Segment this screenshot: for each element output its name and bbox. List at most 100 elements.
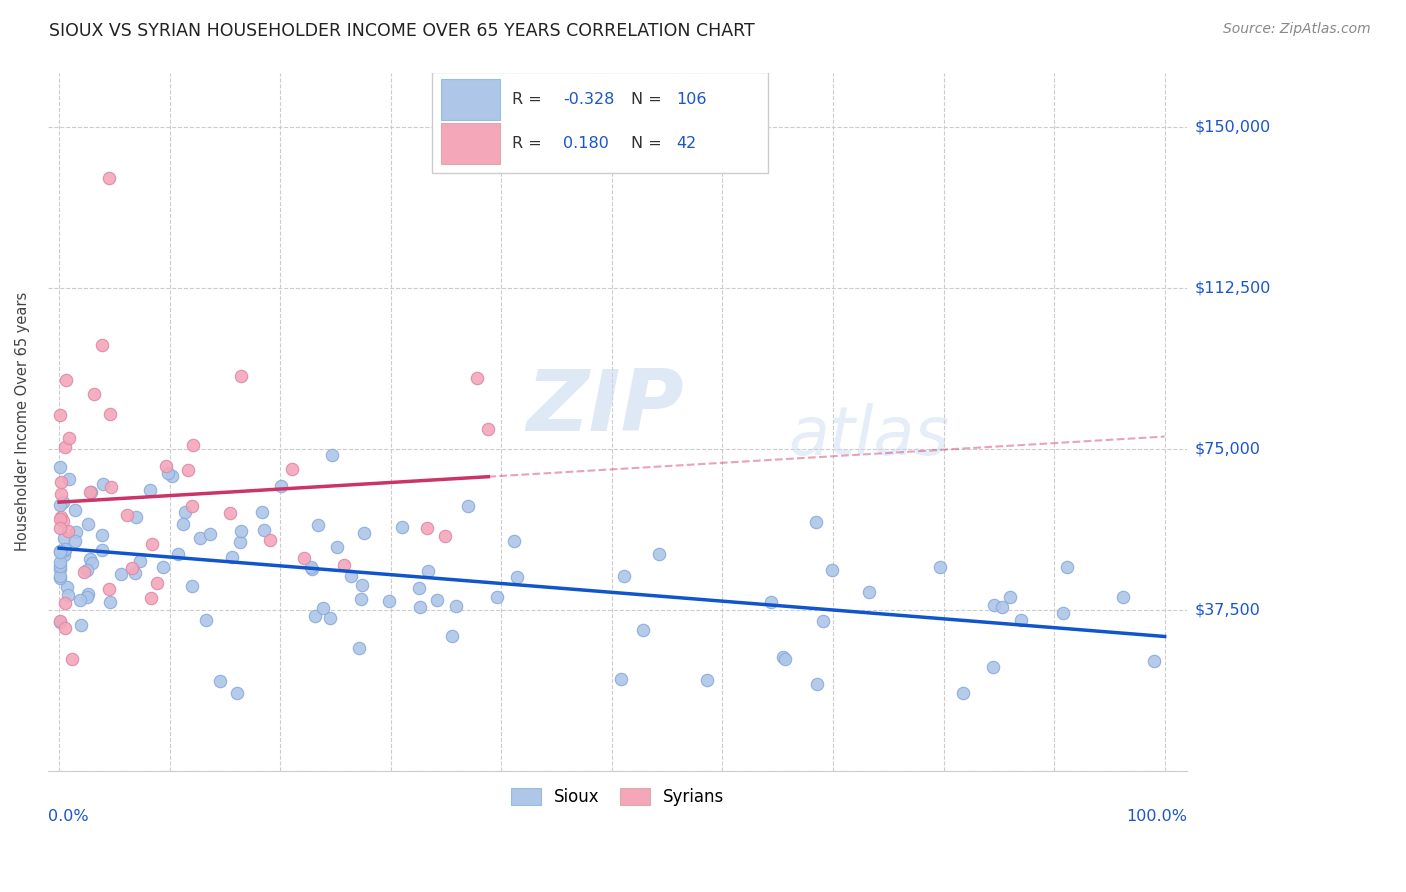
Point: [53, 542, 76, 557]
Point: [321, 448, 343, 462]
Point: [125, 510, 148, 524]
Point: [49, 558, 72, 573]
Point: [69, 593, 91, 607]
Point: [219, 506, 242, 520]
Point: [110, 566, 132, 581]
Point: [53, 543, 76, 558]
Point: [73, 565, 96, 579]
Text: R =: R =: [512, 92, 547, 107]
Text: $75,000: $75,000: [1195, 442, 1261, 456]
Point: [97, 582, 120, 596]
Point: [91, 476, 114, 491]
Point: [991, 599, 1014, 614]
Point: [76, 590, 98, 604]
Point: [49, 509, 72, 524]
Point: [65, 533, 87, 548]
FancyBboxPatch shape: [441, 79, 501, 120]
Point: [98, 407, 121, 421]
Point: [56, 524, 79, 538]
FancyBboxPatch shape: [441, 123, 501, 164]
Text: 106: 106: [676, 92, 707, 107]
Point: [181, 499, 204, 513]
Point: [696, 673, 718, 687]
Y-axis label: Householder Income Over 65 years: Householder Income Over 65 years: [15, 293, 30, 551]
Point: [806, 677, 828, 691]
Point: [446, 599, 468, 614]
Point: [56, 588, 79, 602]
Point: [773, 652, 796, 666]
Point: [503, 533, 526, 548]
Point: [821, 563, 844, 577]
Point: [160, 468, 183, 483]
Point: [82, 556, 104, 570]
Text: N =: N =: [631, 92, 666, 107]
Point: [339, 568, 361, 582]
Point: [141, 591, 163, 606]
Point: [190, 531, 212, 545]
Point: [433, 529, 456, 543]
Point: [63, 503, 86, 517]
Point: [145, 576, 167, 591]
Point: [49, 555, 72, 569]
Point: [156, 466, 179, 480]
Point: [172, 516, 194, 531]
Point: [195, 613, 218, 627]
Point: [350, 591, 373, 606]
Point: [1052, 606, 1074, 620]
Text: N =: N =: [631, 136, 672, 151]
Point: [49, 571, 72, 585]
Point: [49, 475, 72, 489]
Point: [353, 526, 375, 541]
Point: [53, 440, 76, 454]
Point: [1143, 655, 1166, 669]
Point: [117, 508, 139, 523]
Point: [350, 578, 373, 592]
Point: [49, 614, 72, 628]
Point: [77, 587, 100, 601]
Point: [221, 550, 243, 565]
Point: [141, 537, 163, 551]
Text: Source: ZipAtlas.com: Source: ZipAtlas.com: [1223, 22, 1371, 37]
Point: [90, 338, 112, 352]
Point: [167, 547, 190, 561]
Text: 0.180: 0.180: [562, 136, 609, 151]
Point: [281, 462, 304, 476]
Text: R =: R =: [512, 136, 551, 151]
Point: [294, 551, 316, 566]
Point: [49, 543, 72, 558]
Point: [49, 460, 72, 475]
Point: [65, 525, 87, 540]
Point: [49, 545, 72, 559]
Point: [250, 505, 273, 519]
Point: [181, 437, 204, 451]
Point: [409, 600, 432, 615]
Point: [416, 521, 439, 535]
Text: 42: 42: [676, 136, 697, 151]
Point: [76, 563, 98, 577]
Point: [378, 594, 401, 608]
Point: [49, 408, 72, 422]
Point: [100, 480, 122, 494]
Text: $112,500: $112,500: [1195, 280, 1271, 295]
Point: [76, 516, 98, 531]
Point: [231, 524, 253, 538]
Point: [477, 422, 499, 436]
Point: [53, 621, 76, 635]
Point: [124, 566, 146, 580]
Point: [121, 561, 143, 575]
Point: [229, 368, 252, 383]
Point: [83, 387, 105, 401]
Point: [55, 373, 77, 387]
Point: [804, 515, 827, 529]
Point: [485, 591, 508, 605]
Point: [55, 580, 77, 594]
Text: $37,500: $37,500: [1195, 602, 1261, 617]
Text: 0.0%: 0.0%: [48, 809, 89, 824]
Point: [299, 559, 322, 574]
Point: [326, 540, 349, 554]
Point: [79, 485, 101, 500]
Point: [465, 371, 488, 385]
Point: [58, 430, 80, 444]
Point: [60, 651, 83, 665]
Text: $150,000: $150,000: [1195, 120, 1271, 134]
